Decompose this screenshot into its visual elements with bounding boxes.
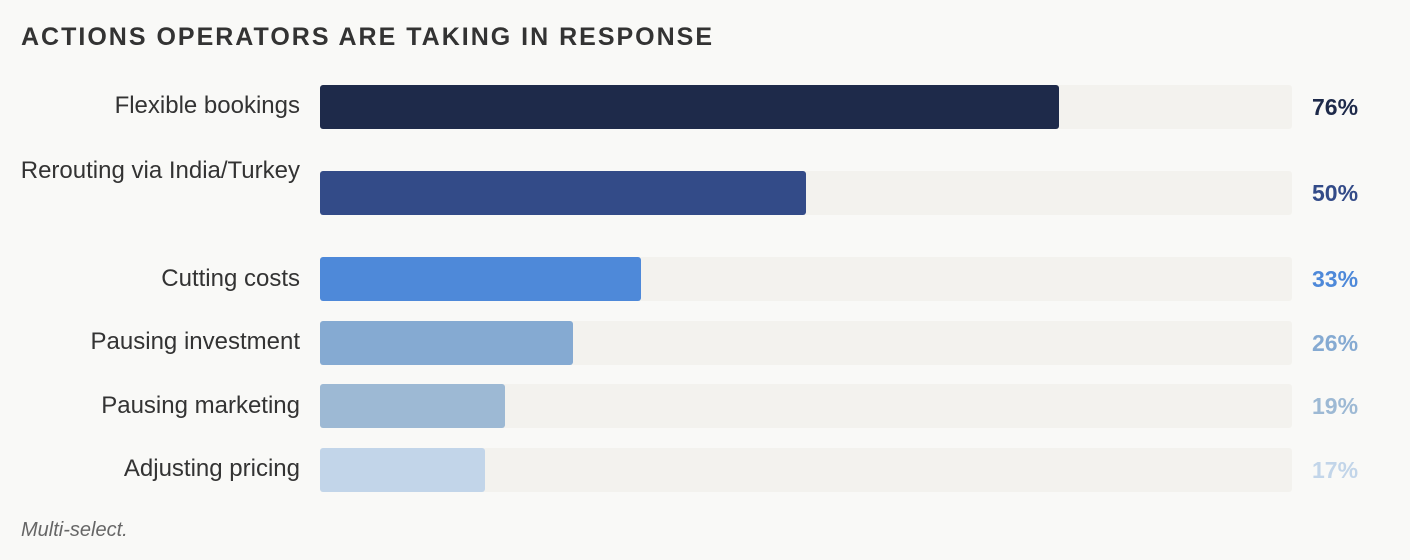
category-label: Cutting costs — [161, 265, 300, 292]
footnote: Multi-select. — [21, 519, 128, 541]
value-label: 17% — [1312, 457, 1359, 483]
bar-track — [320, 321, 1292, 365]
bar-track — [320, 448, 1292, 492]
value-label: 50% — [1312, 180, 1359, 206]
bar — [320, 85, 1059, 129]
category-label: Adjusting pricing — [123, 455, 300, 482]
bar — [320, 384, 505, 428]
bar-track — [320, 257, 1292, 301]
category-label: Flexible bookings — [114, 92, 300, 119]
value-label: 26% — [1312, 330, 1359, 356]
bar — [320, 448, 485, 492]
bar-track — [320, 384, 1292, 428]
category-label: Pausing investment — [90, 328, 300, 355]
category-label: Rerouting via India/Turkey — [20, 157, 300, 184]
value-label: 76% — [1312, 94, 1359, 120]
value-label: 19% — [1312, 393, 1359, 419]
bar-track — [320, 171, 1292, 215]
bar — [320, 321, 573, 365]
bar-track — [320, 85, 1292, 129]
bar — [320, 257, 641, 301]
category-label: Pausing marketing — [101, 392, 300, 419]
chart-title: ACTIONS OPERATORS ARE TAKING IN RESPONSE — [21, 23, 715, 51]
value-label: 33% — [1312, 266, 1359, 292]
bar — [320, 171, 806, 215]
